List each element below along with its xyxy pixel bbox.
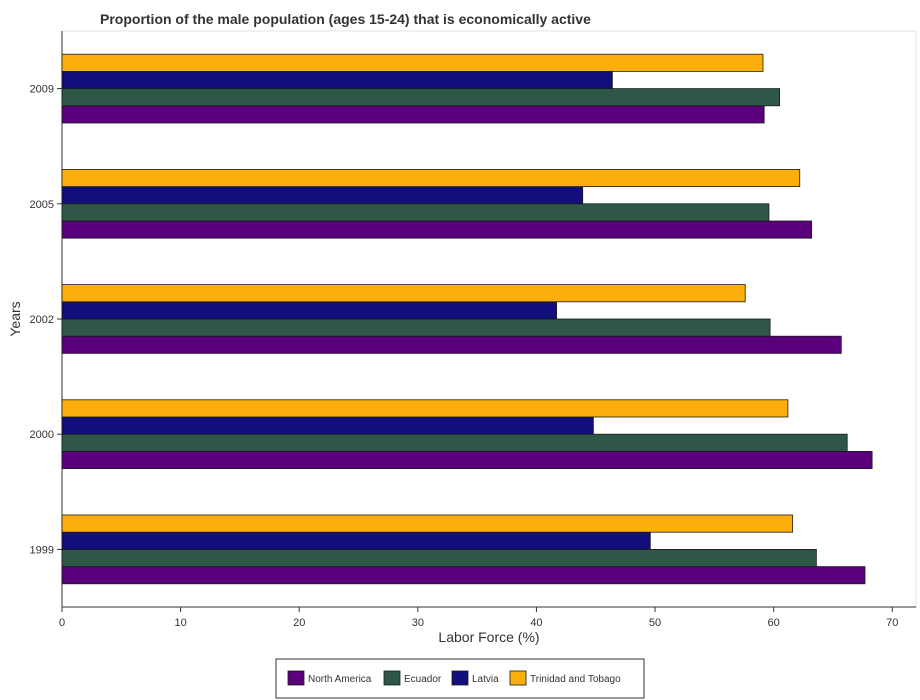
bars-group bbox=[61, 53, 873, 585]
legend: North America Ecuador Latvia Trinidad and T… bbox=[275, 658, 645, 699]
y-tick-label: 1999 bbox=[30, 544, 54, 556]
chart-title: Proportion of the male population (ages … bbox=[100, 11, 591, 27]
bar-latvia-2000 bbox=[61, 416, 594, 435]
legend-label-north-america: North America bbox=[308, 674, 372, 685]
x-tick-label: 40 bbox=[530, 617, 542, 629]
bar-latvia-2002 bbox=[61, 301, 558, 320]
bar-north-america-1999 bbox=[61, 566, 866, 585]
y-axis-ticks: 1999 2000 2002 2005 2009 bbox=[30, 84, 62, 556]
bar-latvia-2005 bbox=[61, 186, 584, 205]
bar-ecuador-2005 bbox=[61, 203, 770, 222]
bar-north-america-2000 bbox=[61, 450, 873, 469]
x-axis-label: Labor Force (%) bbox=[438, 629, 539, 645]
bar-north-america-2009 bbox=[61, 105, 765, 124]
x-tick-label: 70 bbox=[886, 617, 898, 629]
x-tick-label: 0 bbox=[59, 617, 65, 629]
legend-swatch-trinidad-and-tobago bbox=[509, 670, 527, 686]
legend-swatch-north-america bbox=[287, 670, 305, 686]
y-tick-label: 2005 bbox=[30, 199, 54, 211]
bar-latvia-1999 bbox=[61, 531, 651, 550]
legend-label-latvia: Latvia bbox=[472, 674, 499, 685]
legend-label-ecuador: Ecuador bbox=[404, 674, 442, 685]
x-tick-label: 30 bbox=[412, 617, 424, 629]
bar-trinidad-and-tobago-2002 bbox=[61, 284, 746, 303]
bar-ecuador-2000 bbox=[61, 433, 848, 452]
legend-label-trinidad-and-tobago: Trinidad and Tobago bbox=[530, 674, 621, 685]
x-tick-label: 50 bbox=[649, 617, 661, 629]
legend-swatch-latvia bbox=[451, 670, 469, 686]
bar-latvia-2009 bbox=[61, 71, 613, 90]
bar-ecuador-2002 bbox=[61, 318, 771, 337]
x-axis-ticks: 0 10 20 30 40 50 60 70 bbox=[59, 607, 898, 629]
bar-north-america-2005 bbox=[61, 220, 813, 239]
bar-trinidad-and-tobago-2009 bbox=[61, 53, 764, 72]
bar-trinidad-and-tobago-2000 bbox=[61, 399, 789, 418]
bar-ecuador-2009 bbox=[61, 88, 780, 107]
legend-swatch-ecuador bbox=[383, 670, 401, 686]
x-tick-label: 60 bbox=[768, 617, 780, 629]
y-tick-label: 2000 bbox=[30, 429, 54, 441]
x-tick-label: 10 bbox=[174, 617, 186, 629]
bar-trinidad-and-tobago-2005 bbox=[61, 168, 801, 187]
y-tick-label: 2009 bbox=[30, 84, 54, 96]
bar-ecuador-1999 bbox=[61, 549, 817, 568]
bar-north-america-2002 bbox=[61, 335, 842, 354]
y-tick-label: 2002 bbox=[30, 314, 54, 326]
x-tick-label: 20 bbox=[293, 617, 305, 629]
bar-trinidad-and-tobago-1999 bbox=[61, 514, 794, 533]
y-axis-label: Years bbox=[7, 301, 23, 336]
